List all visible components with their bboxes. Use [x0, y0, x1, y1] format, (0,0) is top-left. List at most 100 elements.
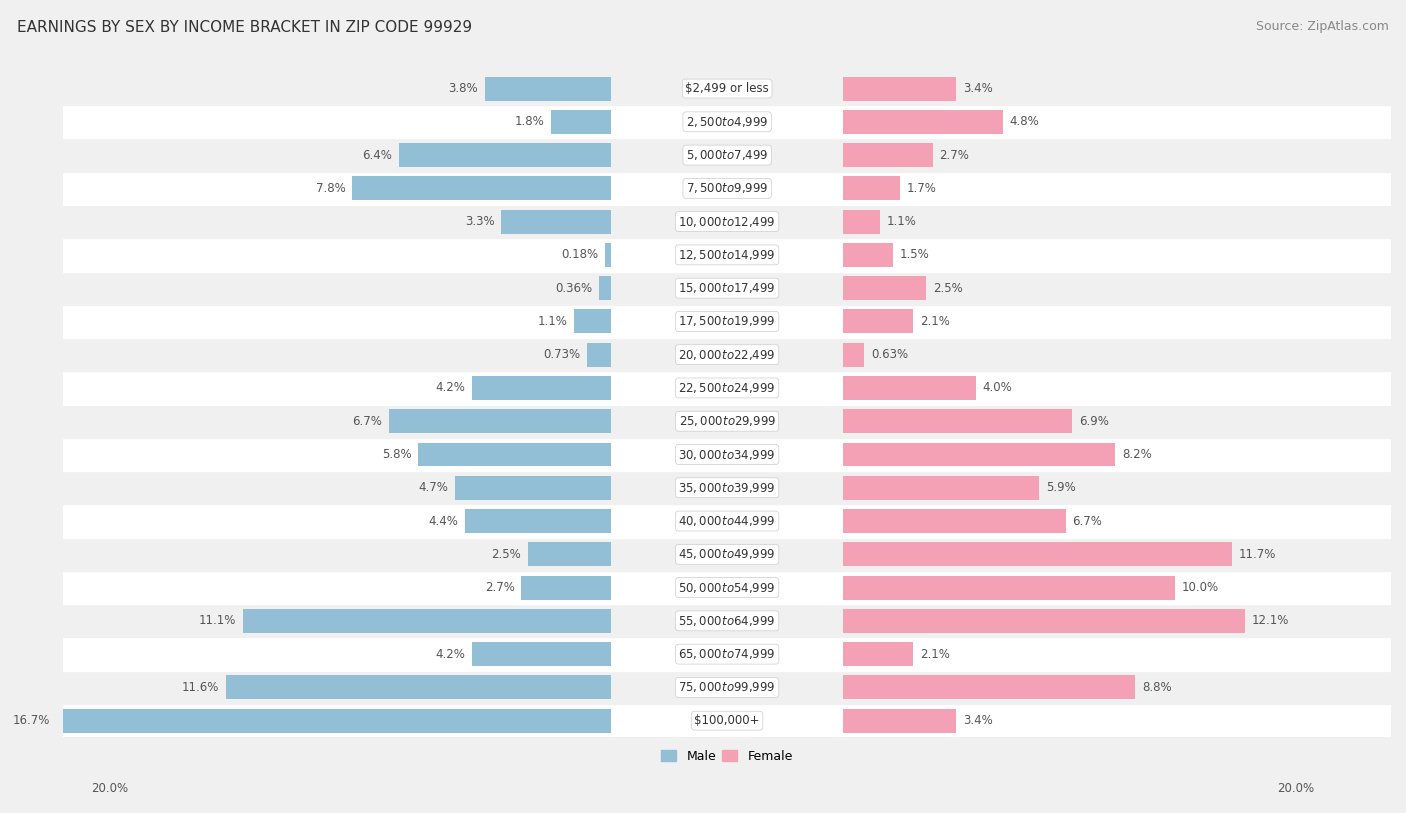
Text: 4.2%: 4.2%: [434, 648, 465, 661]
Bar: [63, 671, 1391, 704]
Bar: [502, 210, 612, 233]
Bar: [63, 138, 1391, 172]
Text: 8.8%: 8.8%: [1142, 681, 1171, 693]
Text: 16.7%: 16.7%: [13, 714, 51, 727]
Text: $40,000 to $44,999: $40,000 to $44,999: [679, 514, 776, 528]
Text: 3.4%: 3.4%: [963, 82, 993, 95]
Bar: [63, 172, 1391, 205]
Bar: [63, 372, 1391, 405]
Bar: [63, 405, 1391, 438]
Legend: Male, Female: Male, Female: [657, 745, 797, 767]
Bar: [844, 442, 1115, 467]
Bar: [456, 476, 612, 500]
Text: $2,499 or less: $2,499 or less: [685, 82, 769, 95]
Bar: [586, 343, 612, 367]
Bar: [844, 110, 1002, 134]
Bar: [63, 571, 1391, 604]
Bar: [844, 509, 1066, 533]
Text: 0.18%: 0.18%: [561, 249, 599, 262]
Text: 2.7%: 2.7%: [939, 149, 970, 162]
Text: 12.1%: 12.1%: [1251, 615, 1289, 628]
Text: 11.7%: 11.7%: [1239, 548, 1275, 561]
Bar: [844, 210, 880, 233]
Text: 0.36%: 0.36%: [555, 281, 592, 294]
Text: $50,000 to $54,999: $50,000 to $54,999: [679, 580, 776, 594]
Bar: [465, 509, 612, 533]
Text: $22,500 to $24,999: $22,500 to $24,999: [679, 381, 776, 395]
Bar: [63, 238, 1391, 272]
Bar: [419, 442, 612, 467]
Text: 6.4%: 6.4%: [361, 149, 392, 162]
Text: $25,000 to $29,999: $25,000 to $29,999: [679, 415, 776, 428]
Bar: [844, 310, 912, 333]
Text: 5.8%: 5.8%: [382, 448, 412, 461]
Bar: [63, 472, 1391, 504]
Bar: [56, 709, 612, 733]
Text: 5.9%: 5.9%: [1046, 481, 1076, 494]
Bar: [63, 537, 1391, 571]
Bar: [605, 243, 612, 267]
Text: 4.0%: 4.0%: [983, 381, 1012, 394]
Text: 2.1%: 2.1%: [920, 648, 949, 661]
Text: 7.8%: 7.8%: [316, 182, 346, 195]
Text: 3.4%: 3.4%: [963, 714, 993, 727]
Text: $15,000 to $17,499: $15,000 to $17,499: [679, 281, 776, 295]
Text: EARNINGS BY SEX BY INCOME BRACKET IN ZIP CODE 99929: EARNINGS BY SEX BY INCOME BRACKET IN ZIP…: [17, 20, 472, 35]
Text: 11.1%: 11.1%: [198, 615, 236, 628]
Text: 0.63%: 0.63%: [870, 348, 908, 361]
Text: Source: ZipAtlas.com: Source: ZipAtlas.com: [1256, 20, 1389, 33]
Text: 0.73%: 0.73%: [543, 348, 581, 361]
Text: 1.1%: 1.1%: [538, 315, 568, 328]
Text: 20.0%: 20.0%: [1278, 782, 1315, 795]
Bar: [844, 243, 893, 267]
Text: $5,000 to $7,499: $5,000 to $7,499: [686, 148, 769, 162]
Bar: [844, 709, 956, 733]
Text: 2.5%: 2.5%: [492, 548, 522, 561]
Bar: [522, 576, 612, 599]
Text: 6.7%: 6.7%: [1073, 515, 1102, 528]
Bar: [388, 409, 612, 433]
Text: 20.0%: 20.0%: [91, 782, 128, 795]
Text: 4.2%: 4.2%: [434, 381, 465, 394]
Bar: [844, 642, 912, 666]
Text: $2,500 to $4,999: $2,500 to $4,999: [686, 115, 769, 128]
Bar: [63, 272, 1391, 305]
Text: $12,500 to $14,999: $12,500 to $14,999: [679, 248, 776, 262]
Bar: [63, 637, 1391, 671]
Text: $30,000 to $34,999: $30,000 to $34,999: [679, 447, 776, 462]
Text: 3.3%: 3.3%: [465, 215, 495, 228]
Text: 10.0%: 10.0%: [1182, 581, 1219, 594]
Text: 4.7%: 4.7%: [419, 481, 449, 494]
Text: 6.7%: 6.7%: [352, 415, 382, 428]
Bar: [844, 376, 976, 400]
Bar: [63, 338, 1391, 372]
Bar: [844, 609, 1244, 633]
Bar: [844, 176, 900, 200]
Bar: [63, 438, 1391, 472]
Bar: [844, 576, 1175, 599]
Bar: [844, 276, 927, 300]
Text: $20,000 to $22,499: $20,000 to $22,499: [679, 348, 776, 362]
Bar: [844, 143, 934, 167]
Text: 1.8%: 1.8%: [515, 115, 544, 128]
Bar: [551, 110, 612, 134]
Bar: [63, 704, 1391, 737]
Bar: [226, 676, 612, 699]
Text: $10,000 to $12,499: $10,000 to $12,499: [679, 215, 776, 228]
Bar: [352, 176, 612, 200]
Bar: [844, 343, 865, 367]
Bar: [844, 76, 956, 101]
Bar: [844, 542, 1232, 567]
Text: 6.9%: 6.9%: [1078, 415, 1109, 428]
Bar: [844, 409, 1073, 433]
Bar: [844, 476, 1039, 500]
Bar: [575, 310, 612, 333]
Bar: [471, 376, 612, 400]
Bar: [599, 276, 612, 300]
Text: 2.1%: 2.1%: [920, 315, 949, 328]
Text: 1.7%: 1.7%: [907, 182, 936, 195]
Text: $45,000 to $49,999: $45,000 to $49,999: [679, 547, 776, 561]
Text: 1.1%: 1.1%: [886, 215, 917, 228]
Bar: [63, 72, 1391, 105]
Text: 2.5%: 2.5%: [934, 281, 963, 294]
